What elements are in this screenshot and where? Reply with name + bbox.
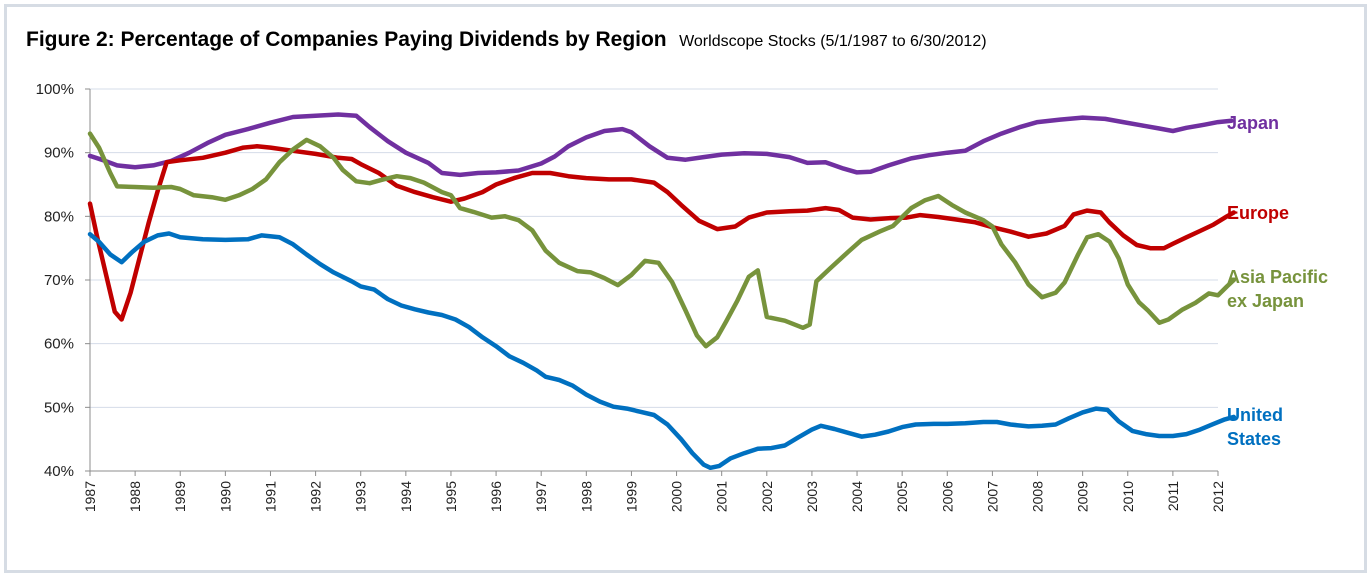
series-labels: Japan Europe Asia Pacific ex Japan United Sta… [1227, 113, 1328, 449]
series-lines [87, 112, 1237, 471]
x-tick-label: 2011 [1165, 481, 1181, 511]
series-label-united-states: United States [1227, 405, 1283, 449]
y-tick-label: 100% [36, 81, 74, 98]
x-tick-label: 2005 [894, 481, 910, 512]
x-tick-label: 2004 [849, 481, 865, 512]
series-line-asia-pacific-ex-japan [87, 131, 1237, 349]
series-label-asia-pacific-ex-japan: Asia Pacific ex Japan [1227, 267, 1328, 311]
x-tick-label: 1988 [127, 481, 143, 512]
x-tick-label: 2010 [1120, 481, 1136, 512]
series-line-europe [87, 144, 1237, 322]
y-tick-label: 50% [44, 399, 74, 416]
x-tick-label: 2002 [759, 481, 775, 512]
y-tick-labels: 40% 50% 60% 70% 80% 90% 100% [36, 81, 74, 480]
x-tick-label: 2006 [939, 481, 955, 512]
y-tick-label: 70% [44, 272, 74, 289]
x-tick-label: 1993 [353, 481, 369, 512]
y-tick-label: 80% [44, 208, 74, 225]
x-tick-label: 1990 [217, 481, 233, 512]
y-tick-label: 40% [44, 463, 74, 480]
x-tick-label: 1989 [172, 481, 188, 512]
x-tick-label: 1999 [623, 481, 639, 512]
title-row: Figure 2: Percentage of Companies Paying… [26, 28, 987, 52]
chart-title: Figure 2: Percentage of Companies Paying… [26, 28, 667, 51]
x-tick-label: 1994 [398, 481, 414, 512]
y-tick-label: 60% [44, 336, 74, 353]
chart-frame [4, 4, 1367, 573]
x-tick-label: 2009 [1075, 481, 1091, 512]
x-tick-label: 1987 [82, 481, 98, 512]
series-label-japan: Japan [1227, 113, 1279, 133]
y-tick-label: 90% [44, 145, 74, 162]
gridlines [90, 88, 1218, 408]
x-tick-label: 2007 [984, 481, 1000, 512]
x-tick-label: 2012 [1210, 481, 1226, 512]
x-tick-label: 2003 [804, 481, 820, 512]
x-tick-label: 1996 [488, 481, 504, 512]
axes [85, 88, 1219, 476]
series-label-europe: Europe [1227, 203, 1289, 223]
x-tick-label: 2001 [714, 481, 730, 512]
x-tick-label: 1991 [262, 481, 278, 512]
chart-subtitle: Worldscope Stocks (5/1/1987 to 6/30/2012… [679, 33, 987, 50]
x-tick-label: 1992 [308, 481, 324, 512]
x-tick-label: 1997 [533, 481, 549, 512]
x-tick-label: 1995 [443, 481, 459, 512]
x-tick-label: 1998 [578, 481, 594, 512]
x-tick-labels: 1987 1988 1989 1990 1991 1992 1993 1994 1995 1996… [82, 481, 1226, 512]
series-line-united-states [87, 231, 1237, 471]
x-tick-label: 2000 [669, 481, 685, 512]
x-tick-label: 2008 [1030, 481, 1046, 512]
series-line-japan [87, 112, 1234, 178]
